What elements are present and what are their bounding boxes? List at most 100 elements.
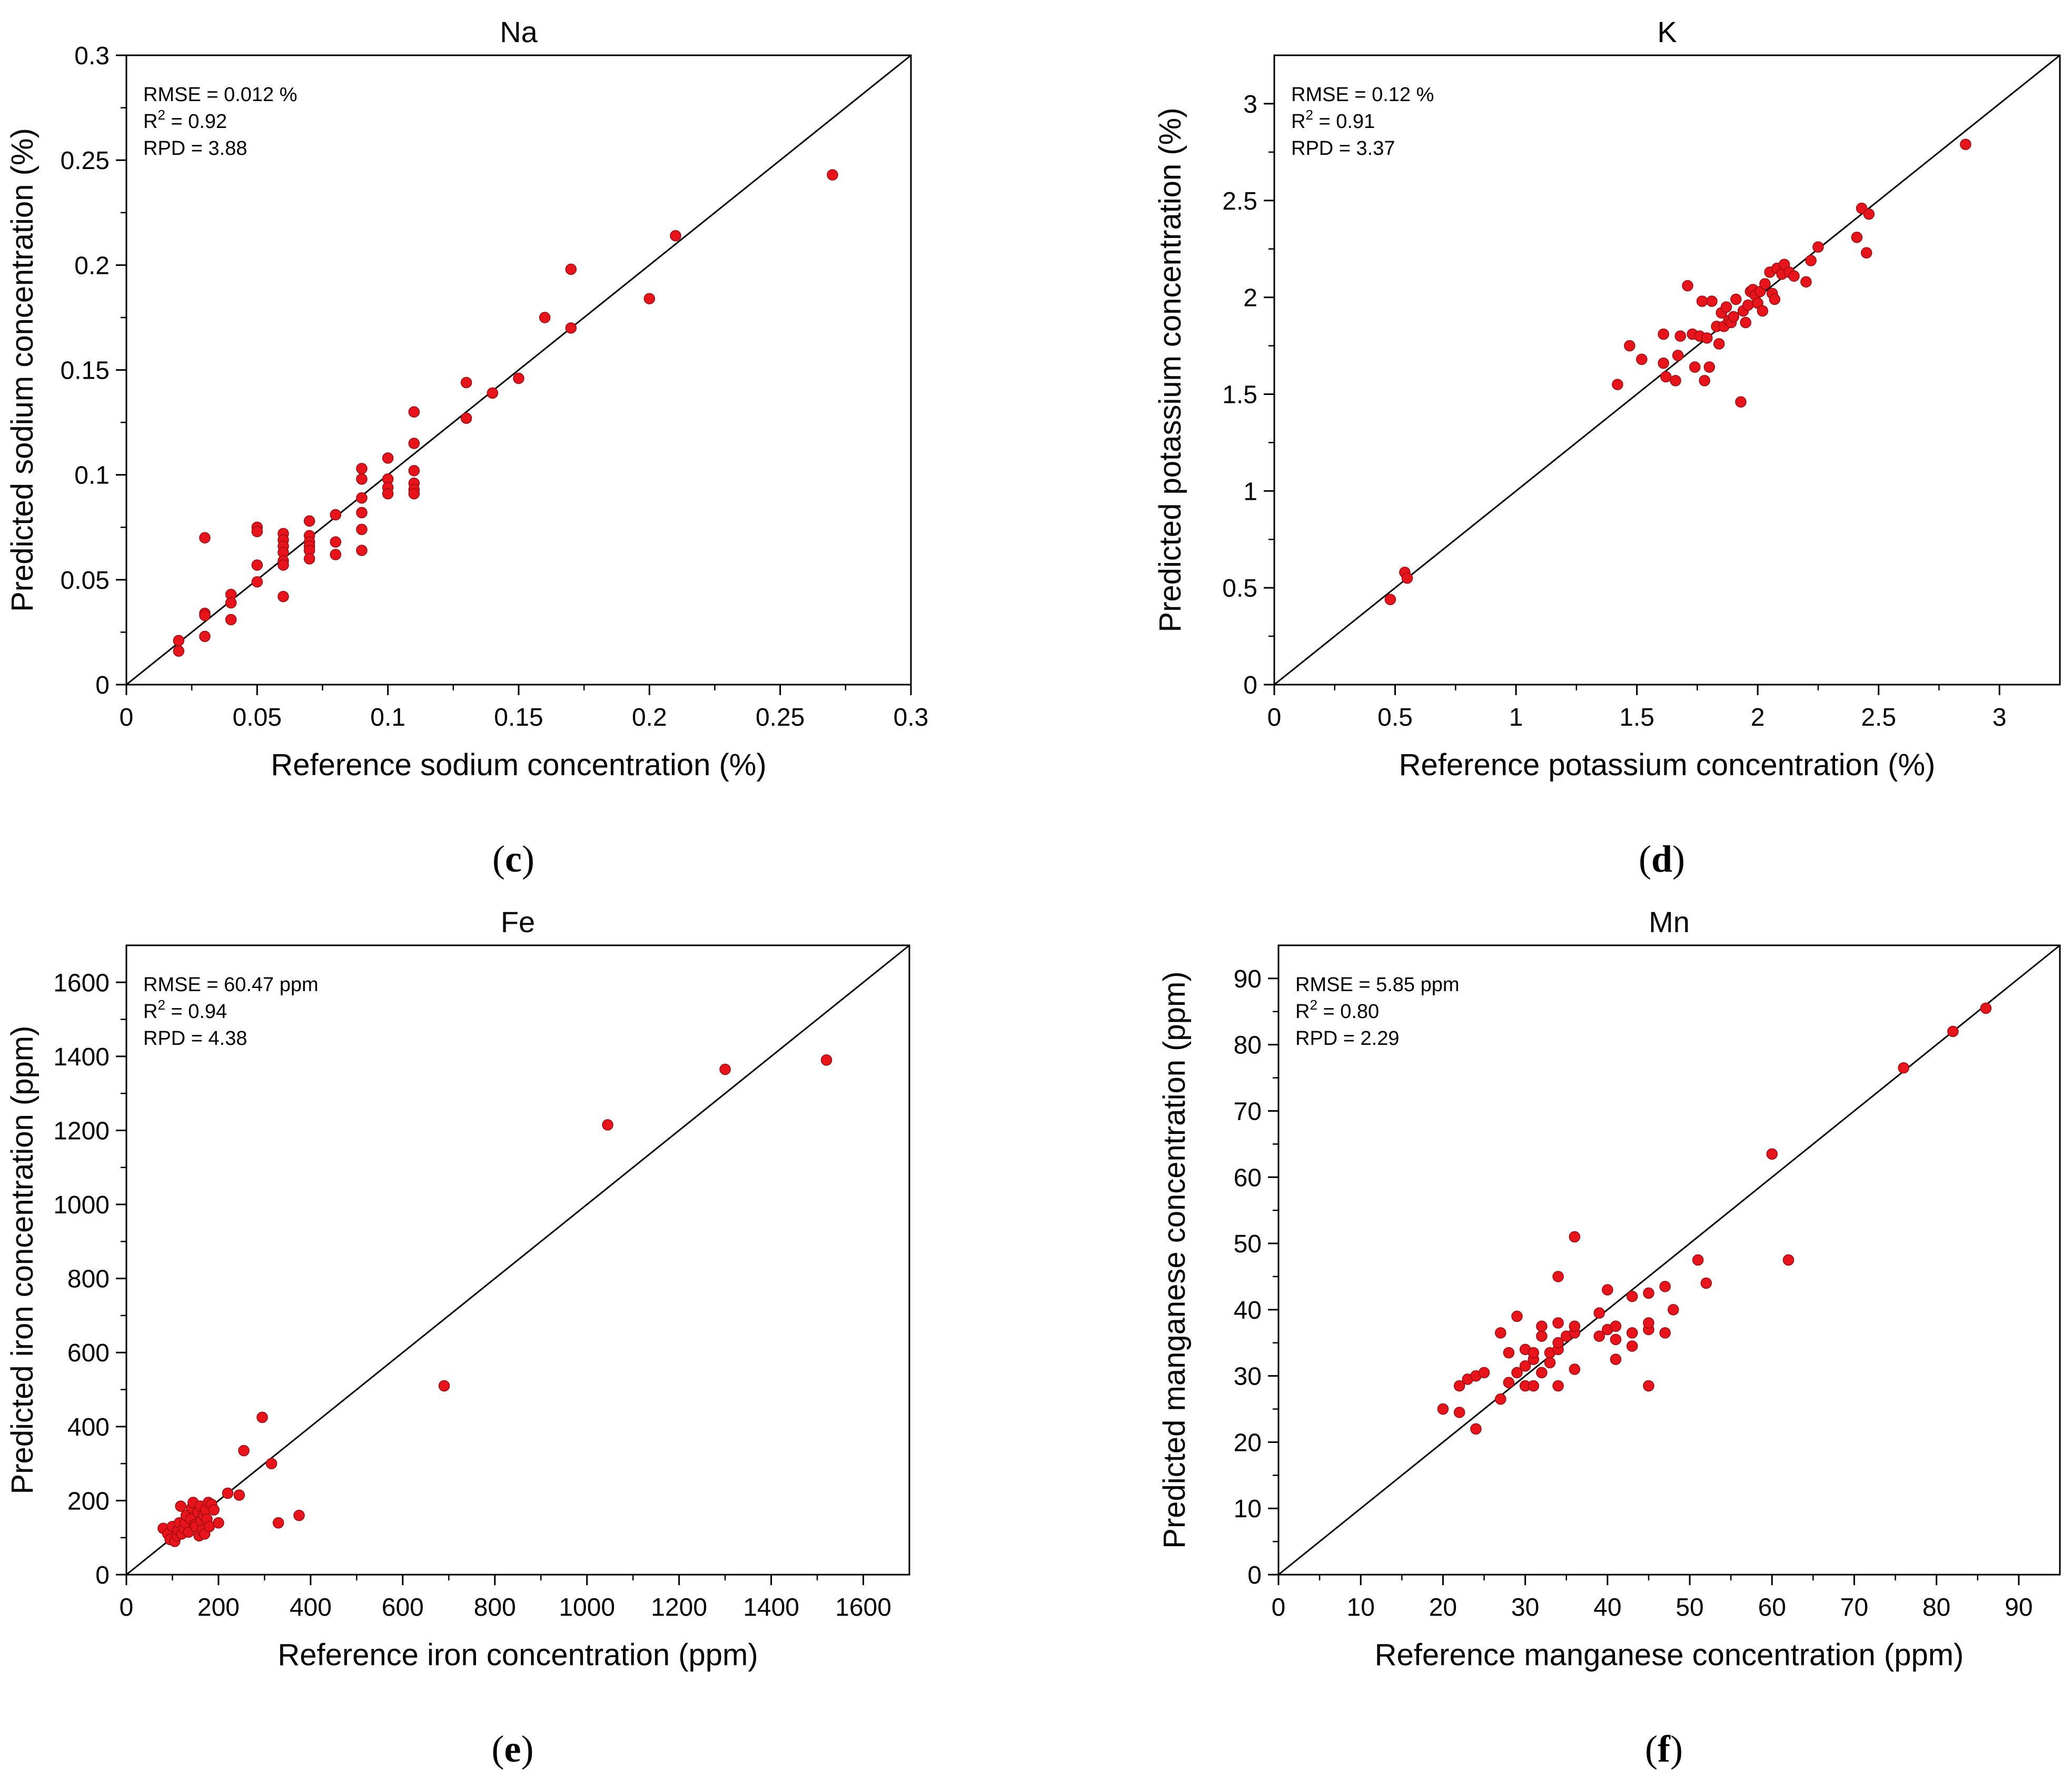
- stat-rmse: RMSE = 5.85 ppm: [1295, 974, 1460, 996]
- data-point: [1851, 231, 1863, 243]
- data-point: [1700, 1277, 1712, 1289]
- y-tick-label: 0.05: [61, 567, 110, 595]
- x-tick-label: 70: [1840, 1594, 1868, 1622]
- y-tick-label: 1000: [53, 1191, 110, 1219]
- y-tick-label: 0.2: [74, 252, 110, 280]
- data-point: [1960, 139, 1971, 150]
- data-point: [1800, 276, 1812, 288]
- data-point: [1610, 1353, 1622, 1365]
- data-point: [1569, 1320, 1581, 1332]
- data-point: [1511, 1367, 1523, 1379]
- x-tick-label: 600: [382, 1594, 424, 1622]
- x-tick-label: 80: [1922, 1594, 1950, 1622]
- y-tick-label: 0.1: [74, 462, 110, 490]
- stat-r2: R2 = 0.94: [143, 997, 227, 1023]
- data-point: [1519, 1360, 1531, 1372]
- data-point: [1713, 338, 1725, 350]
- data-point: [1735, 396, 1747, 408]
- y-axis-label: Predicted sodium concentration (%): [5, 128, 39, 612]
- data-point: [173, 635, 185, 647]
- chart-title: Fe: [501, 905, 535, 938]
- data-point: [225, 597, 237, 609]
- y-tick-label: 1: [1243, 478, 1257, 506]
- data-point: [225, 614, 237, 626]
- data-point: [513, 372, 524, 384]
- data-point: [356, 462, 368, 475]
- data-point: [1703, 361, 1716, 373]
- data-point: [1689, 361, 1701, 373]
- data-point: [1805, 255, 1817, 266]
- y-tick-label: 90: [1234, 965, 1262, 993]
- x-tick-label: 1: [1509, 704, 1523, 732]
- data-point: [1860, 247, 1872, 259]
- x-tick-label: 0.05: [233, 704, 282, 732]
- y-tick-label: 80: [1234, 1032, 1262, 1060]
- data-point: [1612, 379, 1623, 390]
- data-point: [293, 1509, 305, 1521]
- data-point: [1552, 1380, 1564, 1392]
- stat-rpd: RPD = 4.38: [143, 1027, 247, 1050]
- plot-frame: [1273, 54, 2061, 686]
- data-point: [265, 1458, 277, 1469]
- chart-title: K: [1657, 15, 1677, 48]
- data-point: [272, 1517, 284, 1529]
- y-axis-label: Predicted potassium concentration (%): [1153, 107, 1187, 632]
- data-point: [173, 645, 185, 657]
- data-point: [1672, 350, 1684, 361]
- chart-title: Mn: [1649, 905, 1690, 938]
- data-point: [1503, 1377, 1515, 1388]
- data-point: [1660, 371, 1672, 383]
- y-tick-label: 1600: [53, 969, 110, 997]
- data-point: [1643, 1317, 1654, 1329]
- data-point: [330, 536, 342, 548]
- stat-rmse: RMSE = 0.12 %: [1291, 84, 1434, 106]
- data-point: [1552, 1317, 1564, 1329]
- x-tick-label: 0: [120, 704, 134, 732]
- data-point: [277, 559, 289, 571]
- data-point: [251, 559, 263, 571]
- data-point: [670, 230, 681, 242]
- x-tick-label: 800: [474, 1594, 516, 1622]
- data-point: [356, 523, 368, 535]
- x-axis-label: Reference sodium concentration (%): [271, 748, 766, 782]
- data-point: [303, 553, 315, 565]
- data-point: [233, 1489, 245, 1501]
- one-to-one-line: [1278, 944, 2060, 1576]
- data-point: [487, 387, 499, 399]
- panel-label: (d): [1639, 838, 1685, 880]
- data-point: [1401, 572, 1413, 584]
- data-point: [565, 263, 577, 275]
- x-tick-label: 0.1: [370, 704, 405, 732]
- data-point: [330, 509, 342, 521]
- data-point: [303, 515, 315, 527]
- y-tick-label: 0: [1247, 1561, 1262, 1589]
- data-point: [1569, 1231, 1581, 1243]
- x-tick-label: 1000: [559, 1594, 615, 1622]
- data-point: [1528, 1380, 1540, 1392]
- y-tick-label: 0.3: [74, 42, 110, 70]
- data-point: [277, 590, 289, 602]
- data-point: [1699, 374, 1710, 387]
- x-axis-label: Reference potassium concentration (%): [1399, 748, 1936, 782]
- data-point: [565, 322, 577, 334]
- data-point: [1610, 1320, 1622, 1332]
- data-point: [1730, 293, 1742, 305]
- panel-label: (c): [492, 838, 534, 880]
- data-point: [1528, 1347, 1540, 1359]
- x-tick-label: 50: [1676, 1594, 1703, 1622]
- chart-title: Na: [500, 15, 538, 48]
- x-tick-label: 0.15: [494, 704, 543, 732]
- data-point: [438, 1380, 450, 1392]
- data-point: [1503, 1347, 1515, 1359]
- data-point: [408, 406, 420, 418]
- data-point: [1478, 1367, 1490, 1379]
- data-point: [1670, 374, 1681, 387]
- data-point: [408, 488, 420, 500]
- data-point: [1495, 1327, 1506, 1339]
- x-tick-label: 400: [290, 1594, 332, 1622]
- plot-frame: [125, 944, 910, 1576]
- y-tick-label: 2.5: [1222, 187, 1257, 215]
- data-point: [208, 1504, 220, 1516]
- data-point: [1674, 330, 1686, 342]
- y-tick-label: 400: [67, 1414, 110, 1441]
